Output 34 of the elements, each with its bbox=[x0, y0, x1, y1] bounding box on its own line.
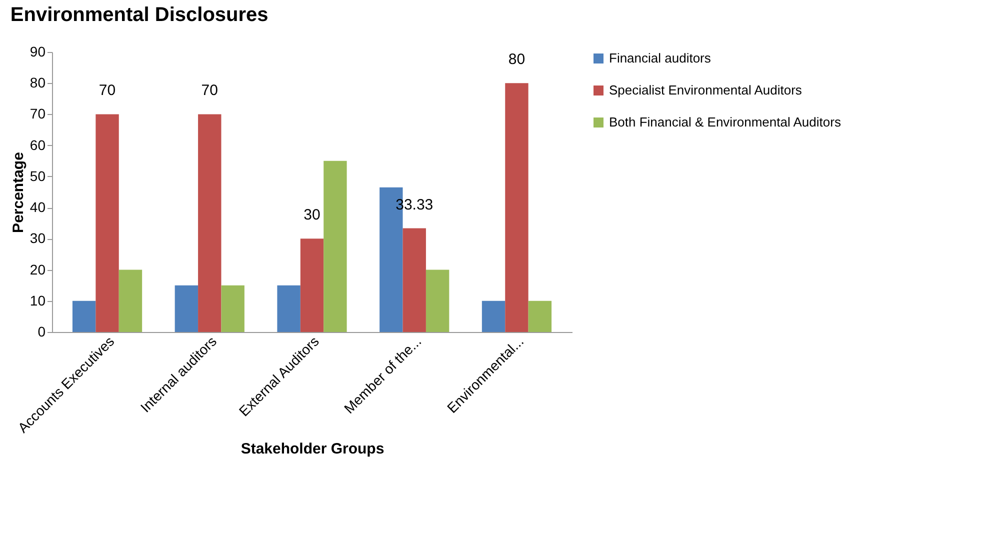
y-tick-label: 0 bbox=[38, 324, 46, 340]
bar bbox=[277, 285, 300, 332]
bar bbox=[482, 300, 506, 332]
bar bbox=[505, 83, 528, 332]
bar bbox=[174, 285, 198, 332]
bar bbox=[118, 270, 142, 332]
y-tick-label: 90 bbox=[30, 44, 46, 60]
x-axis-title: Stakeholder Groups bbox=[240, 440, 384, 458]
legend-label: Both Financial & Environmental Auditors bbox=[609, 114, 842, 130]
y-tick-label: 10 bbox=[30, 292, 46, 308]
bar bbox=[402, 228, 426, 332]
bar bbox=[528, 300, 552, 332]
bar bbox=[426, 270, 450, 332]
bar bbox=[300, 238, 324, 332]
y-tick-label: 40 bbox=[30, 199, 46, 216]
bar bbox=[72, 300, 96, 332]
y-axis-title: Percentage bbox=[10, 152, 27, 233]
y-tick-label: 60 bbox=[30, 136, 46, 153]
legend-label: Financial auditors bbox=[609, 50, 712, 66]
y-tick-label: 30 bbox=[30, 230, 46, 246]
y-tick-label: 50 bbox=[30, 168, 46, 184]
y-tick-label: 80 bbox=[30, 74, 46, 91]
legend-label: Specialist Environmental Auditors bbox=[609, 82, 802, 98]
bar bbox=[324, 160, 347, 332]
data-label: 30 bbox=[304, 206, 320, 224]
data-label: 70 bbox=[201, 82, 218, 100]
bar bbox=[96, 114, 119, 332]
bar bbox=[221, 285, 244, 332]
data-label: 70 bbox=[98, 82, 116, 100]
chart-title: Environmental Disclosures bbox=[10, 4, 268, 26]
bar bbox=[198, 114, 222, 332]
data-label: 80 bbox=[508, 51, 526, 68]
y-tick-label: 70 bbox=[30, 106, 46, 122]
y-tick-label: 20 bbox=[30, 261, 46, 278]
